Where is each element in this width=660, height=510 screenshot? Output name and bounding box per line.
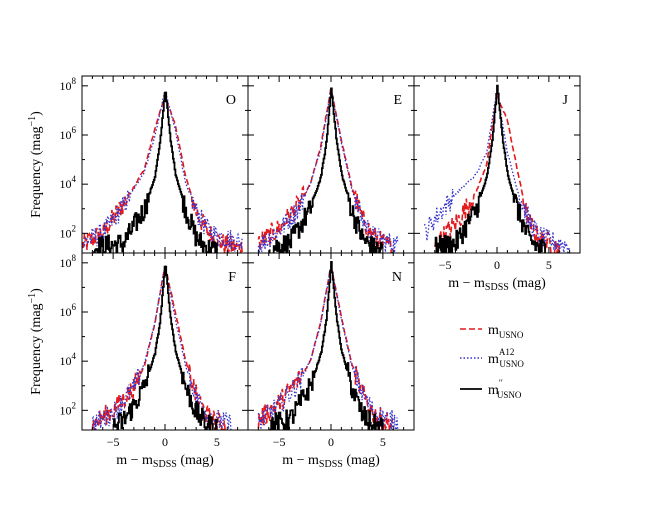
x-tick-label: 5 [546,258,552,272]
legend-item-2: m′′ USNO [460,378,522,400]
panel-f: F −5 0 5m − mSDSS (mag) 102 104 106 108 Frequenc… [27,252,249,470]
curves-j [423,84,571,253]
legend: mUSNO mA12 USNO m′′ USNO [460,323,524,400]
curves-f [91,265,232,430]
panel-j: J −5 0 5m − mSDSS (mag) [413,75,581,293]
panel-frame [81,252,249,431]
panel-label-n: N [392,270,402,285]
x-tick-label: −5 [273,435,286,449]
x-axis-label: m − mSDSS (mag) [448,276,546,293]
series-line-red-f [91,265,226,430]
legend-item-1: mA12 USNO [460,347,524,369]
series-line-black-f [113,265,218,430]
x-tick-label: −5 [107,435,120,449]
y-axis-label: Frequency (mag−1) [27,111,44,218]
panel-o: O 102 104 106 108 Frequency (mag−1) [27,75,249,254]
x-tick-label: 0 [328,435,334,449]
panel-label-j: J [563,93,569,108]
y-tick-label: 108 [60,76,77,93]
y-tick-label: 102 [60,400,77,417]
curves-e [257,87,399,253]
series-line-blue-o [82,88,243,252]
x-tick-label: 0 [162,435,168,449]
y-tick-label: 102 [60,223,77,240]
curves-o [82,88,243,253]
x-tick-label: 5 [380,435,386,449]
x-axis-label: m − mSDSS (mag) [282,453,380,470]
legend-label: m′′ USNO [488,378,522,400]
curves-n [257,261,399,430]
series-line-red-n [257,264,394,430]
series-line-black-j [434,84,546,253]
y-tick-label: 106 [60,302,77,319]
series-line-blue-j [423,90,571,253]
panel-label-f: F [228,270,236,285]
series-line-black-n [269,261,384,430]
x-tick-label: −5 [439,258,452,272]
series-line-blue-n [257,265,399,430]
series-line-black-e [268,87,384,253]
series-line-blue-f [91,265,232,430]
y-axis-label: Frequency (mag−1) [27,288,44,395]
series-line-black-o [93,91,218,253]
y-tick-label: 104 [60,351,77,368]
y-tick-label: 108 [60,253,77,270]
x-tick-label: 0 [494,258,500,272]
panel-label-e: E [393,93,402,108]
panel-n: N −5 0 5m − mSDSS (mag) [247,252,415,470]
y-tick-label: 106 [60,125,77,142]
panel-label-o: O [226,93,236,108]
x-axis-label: m − mSDSS (mag) [116,453,214,470]
legend-label: mA12 USNO [488,347,524,369]
legend-item-0: mUSNO [460,323,524,340]
panel-e: E [247,75,415,254]
legend-label: mUSNO [488,323,524,340]
y-tick-label: 104 [60,174,77,191]
x-tick-label: 5 [214,435,220,449]
